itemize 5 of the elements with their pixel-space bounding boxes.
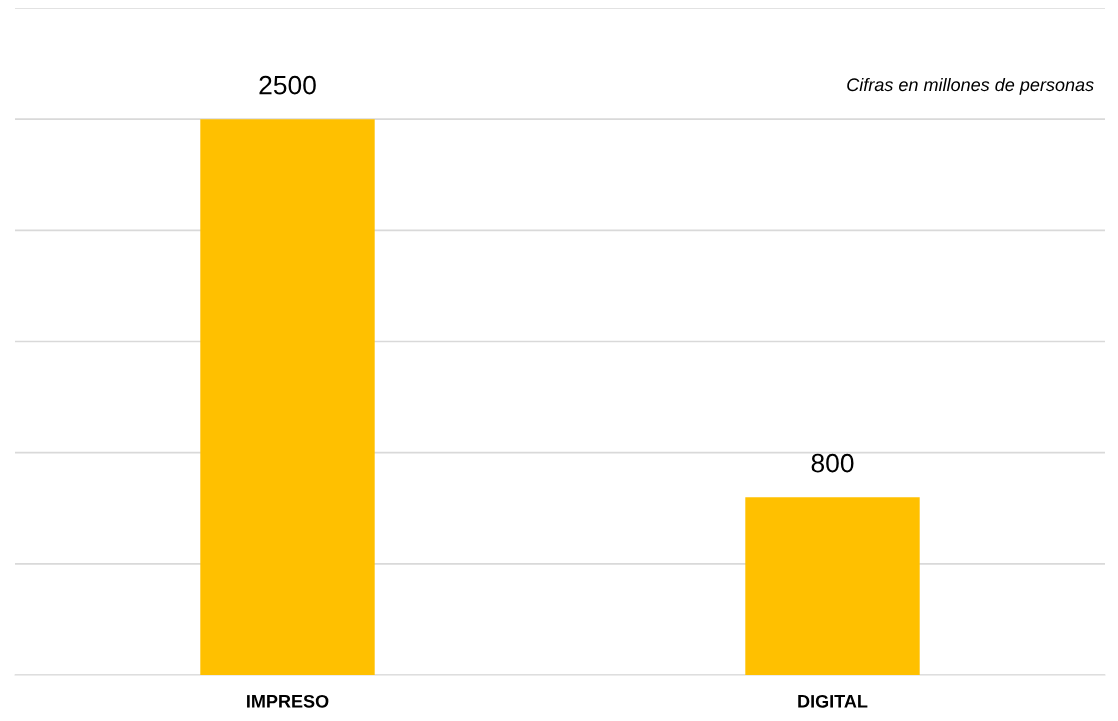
data-label: 800	[811, 453, 854, 473]
annotation: Cifras en millones de personas	[847, 77, 1094, 95]
x-tick-label: DIGITAL	[798, 694, 868, 708]
data-label: 2500	[259, 75, 316, 95]
x-tick-label: IMPRESO	[247, 694, 329, 708]
